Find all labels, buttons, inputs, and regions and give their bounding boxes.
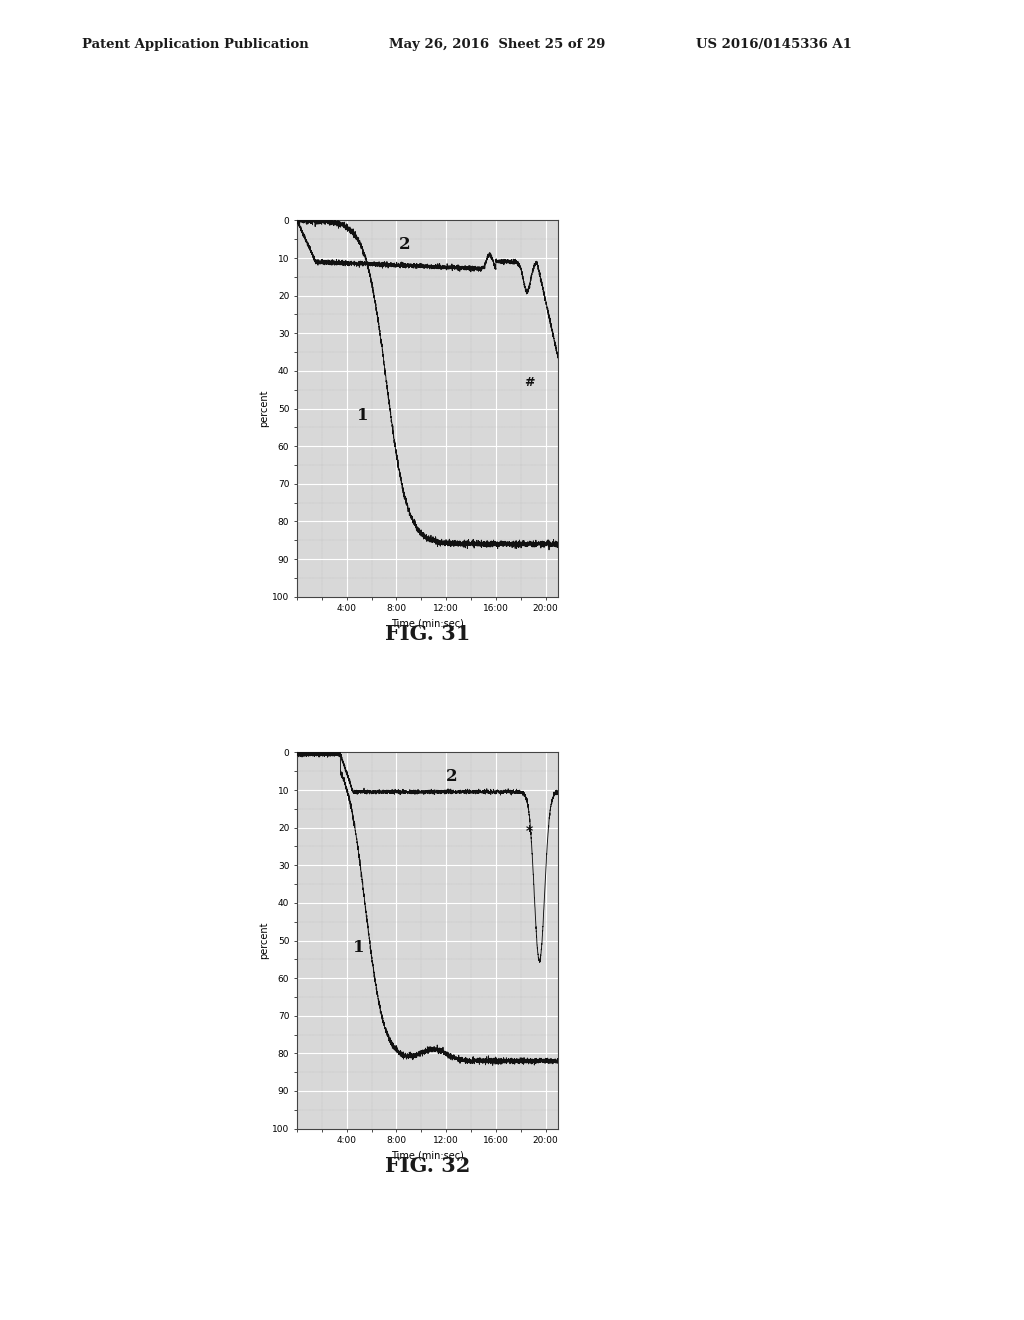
X-axis label: Time (min:sec): Time (min:sec) — [391, 1151, 464, 1160]
Text: 1: 1 — [356, 407, 369, 424]
Text: #: # — [524, 376, 535, 389]
Y-axis label: percent: percent — [259, 921, 269, 960]
X-axis label: Time (min:sec): Time (min:sec) — [391, 619, 464, 628]
Text: FIG. 31: FIG. 31 — [385, 624, 471, 644]
Y-axis label: percent: percent — [259, 389, 269, 428]
Text: FIG. 32: FIG. 32 — [385, 1156, 471, 1176]
Text: 2: 2 — [446, 768, 458, 784]
Text: *: * — [525, 824, 532, 838]
Text: Patent Application Publication: Patent Application Publication — [82, 37, 308, 50]
Text: US 2016/0145336 A1: US 2016/0145336 A1 — [696, 37, 852, 50]
Text: May 26, 2016  Sheet 25 of 29: May 26, 2016 Sheet 25 of 29 — [389, 37, 605, 50]
Text: 1: 1 — [353, 939, 365, 956]
Text: 2: 2 — [399, 236, 411, 252]
